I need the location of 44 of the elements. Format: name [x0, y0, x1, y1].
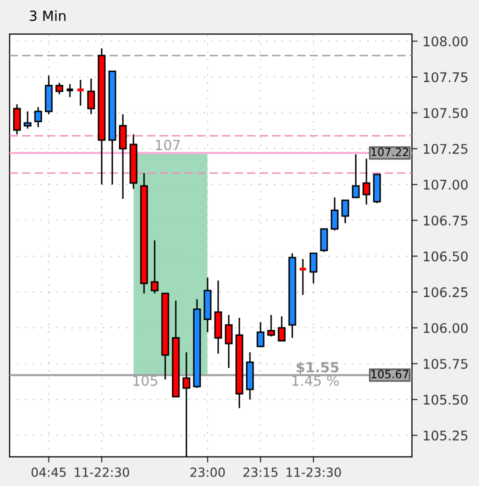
y-tick-label: 107.50	[424, 108, 468, 118]
y-tick-label: 105.75	[424, 358, 468, 369]
y-tick-label: 106.00	[424, 323, 468, 334]
chart-title: 3 Min	[30, 10, 66, 22]
y-tick-label: 106.25	[424, 287, 468, 298]
x-tick-label: 23:15	[243, 467, 278, 477]
candlestick	[256, 321, 264, 348]
candlestick	[352, 154, 360, 198]
x-tick-label: 04:45	[32, 467, 66, 477]
y-tick-label: 107.75	[424, 72, 468, 82]
candlestick	[267, 314, 275, 338]
candlestick	[24, 110, 32, 130]
candlestick	[224, 314, 233, 369]
y-tick-label: 108.00	[424, 36, 468, 46]
ref-line-label: 105.67	[372, 370, 408, 378]
candlestick	[341, 200, 350, 224]
y-tick-label: 105.50	[424, 394, 468, 405]
x-tick-label: 23:00	[190, 467, 225, 477]
candlestick	[34, 106, 42, 128]
y-tick-label: 105.25	[424, 430, 468, 441]
candlestick	[119, 114, 127, 200]
candlestick	[330, 196, 339, 232]
annotation: $1.55	[296, 362, 339, 374]
annotation: 1.45 %	[292, 375, 339, 386]
candlestick	[362, 158, 370, 206]
y-tick-label: 107.00	[424, 180, 468, 190]
candlestick	[298, 258, 308, 296]
candlestick	[278, 316, 286, 342]
x-tick-label: 11-23:30	[286, 467, 341, 477]
y-tick-label: 107.25	[424, 144, 468, 154]
annotation: 105	[133, 375, 158, 386]
candlestick	[310, 252, 318, 284]
annotation: 107	[156, 140, 180, 150]
candlestick	[76, 79, 86, 106]
candlestick	[55, 82, 64, 95]
candlestick	[13, 104, 21, 136]
y-tick-label: 106.50	[424, 251, 468, 262]
candlestick	[87, 78, 95, 115]
candlestick	[150, 240, 159, 294]
candlestick	[320, 228, 328, 253]
candlestick	[65, 83, 74, 98]
y-tick-label: 106.75	[424, 216, 468, 226]
ref-line-label: 107.22	[372, 148, 408, 156]
x-tick-label: 11-22:30	[74, 467, 130, 477]
